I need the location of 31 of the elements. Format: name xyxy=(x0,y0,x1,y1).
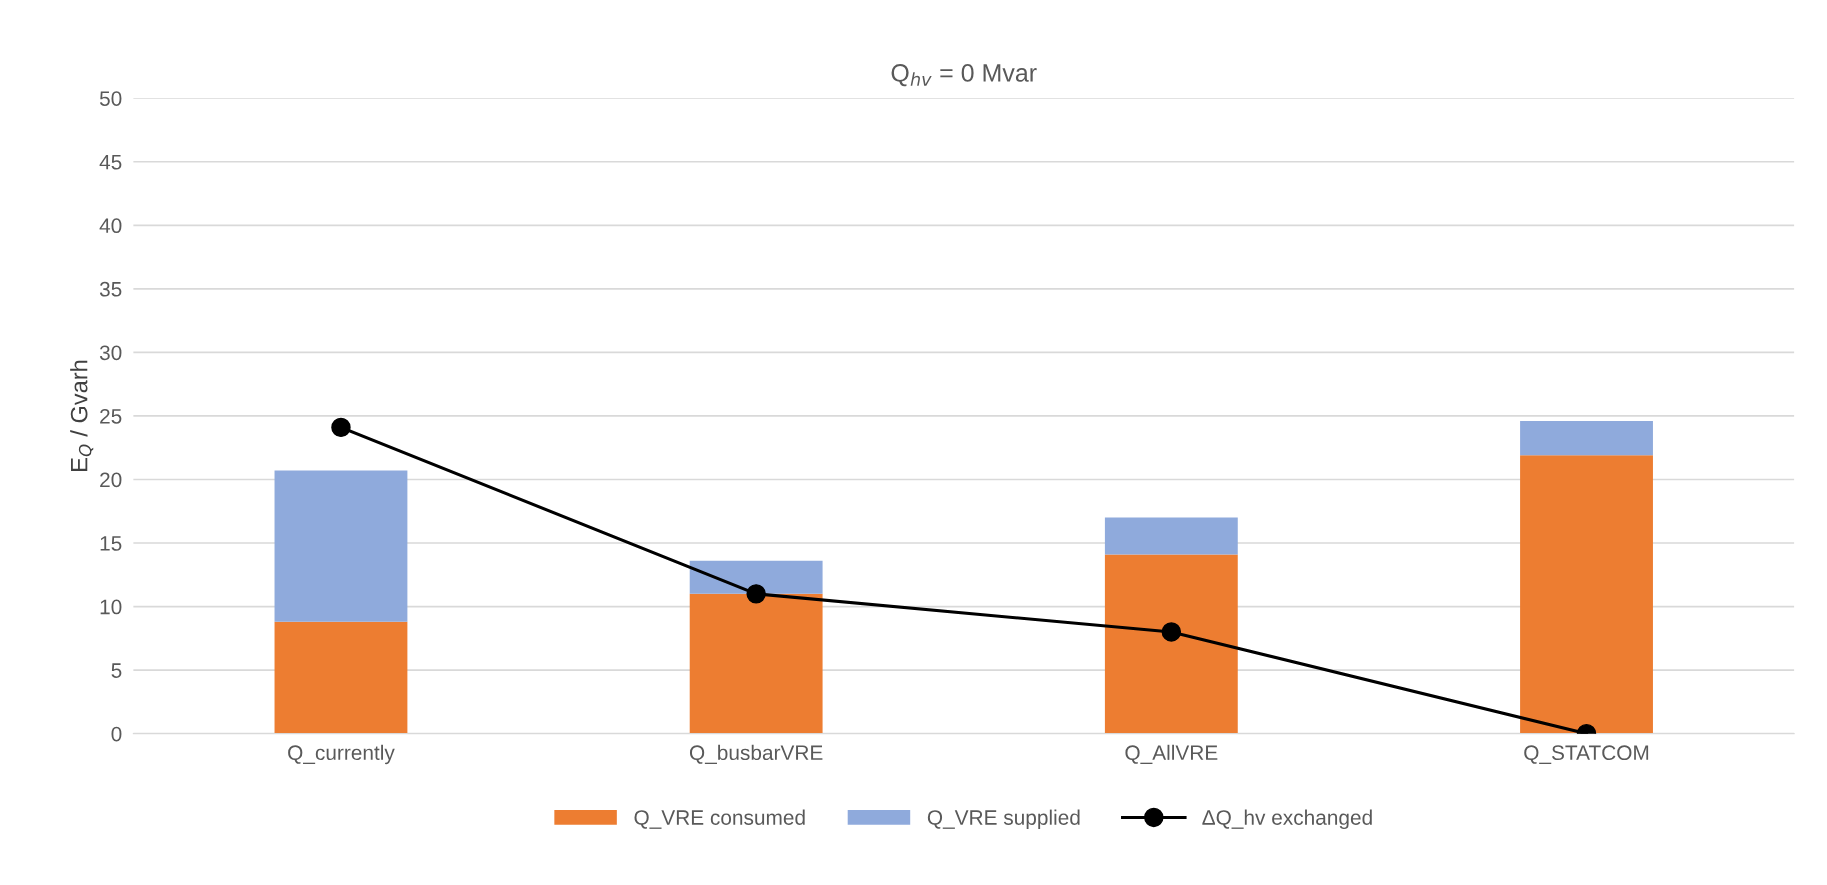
bar xyxy=(1520,421,1653,456)
y-tick-label: 50 xyxy=(99,91,122,106)
y-tick-label: 0 xyxy=(111,726,122,742)
bar xyxy=(689,560,823,594)
y-tick-label: 25 xyxy=(100,408,122,424)
x-tick-label: Q_busbarVRE xyxy=(689,744,823,765)
bar xyxy=(1104,517,1238,555)
y-tick-label: 40 xyxy=(99,218,122,234)
y-tick-label: 10 xyxy=(100,599,122,615)
y-tick-label: 20 xyxy=(100,472,122,488)
y-tick-label: 15 xyxy=(100,536,122,551)
legend-label: ΔQ_hv exchanged xyxy=(1202,809,1372,830)
bar xyxy=(274,470,408,622)
chart-title: Q$_{hv}$ = 0 Mvar xyxy=(891,64,1037,87)
point xyxy=(746,584,766,604)
point xyxy=(331,417,351,438)
bar xyxy=(1104,554,1238,734)
y-tick-label: 45 xyxy=(99,154,122,170)
y-tick-label: 35 xyxy=(99,281,122,297)
y-tick-label: 5 xyxy=(111,663,122,678)
point xyxy=(1161,622,1182,642)
bar xyxy=(1520,455,1653,734)
x-tick-label: Q_currently xyxy=(288,744,395,765)
y-axis-title: E$_{Q}$ / Gvarh xyxy=(70,360,94,471)
x-tick-label: Q_STATCOM xyxy=(1524,745,1649,765)
y-tick-label: 30 xyxy=(99,345,122,361)
bar xyxy=(274,621,408,734)
x-tick-label: Q_AllVRE xyxy=(1125,744,1218,765)
legend-label: Q_VRE consumed xyxy=(634,809,805,829)
legend-label: Q_VRE supplied xyxy=(927,809,1080,830)
bar xyxy=(689,593,823,734)
